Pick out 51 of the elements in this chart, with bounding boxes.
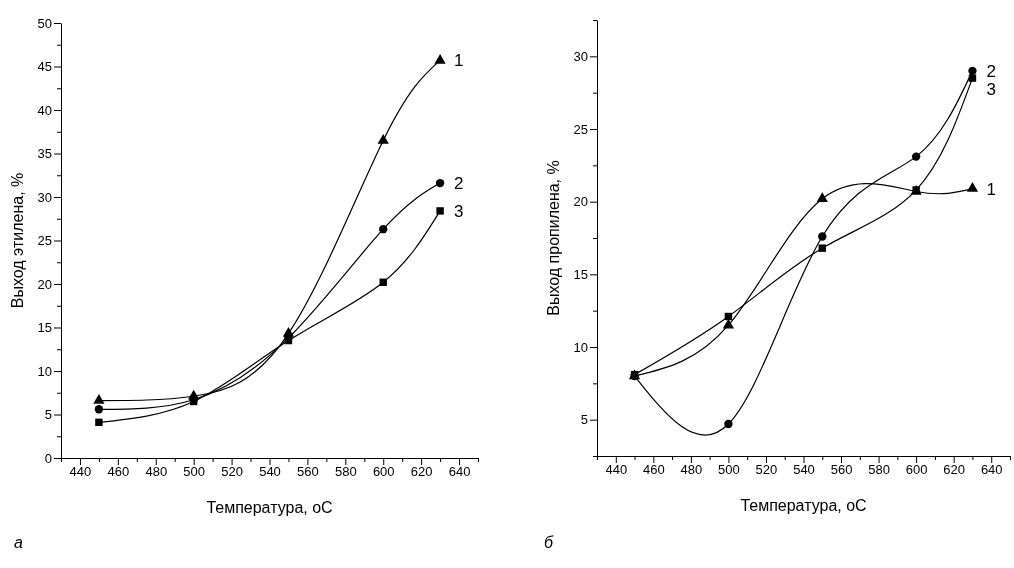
x-tick-label: 540	[793, 462, 815, 478]
x-tick-label: 440	[69, 464, 92, 480]
x-tick-label: 620	[943, 462, 966, 478]
x-tick-label: 540	[259, 464, 281, 480]
y-axis-title: Выход пропилена, %	[545, 160, 562, 316]
y-tick-label: 45	[37, 59, 52, 75]
x-tick-label: 500	[718, 462, 740, 478]
y-tick-label: 20	[37, 276, 52, 292]
y-tick-label: 10	[37, 363, 52, 379]
y-tick-label: 35	[37, 146, 52, 162]
x-axis-title: Температура, оС	[740, 497, 867, 514]
x-tick-label: 580	[334, 464, 357, 480]
y-axis-title: Выход этилена, %	[9, 172, 26, 309]
y-tick-label: 30	[573, 48, 588, 64]
series-label: 3	[454, 201, 464, 221]
y-tick-label: 20	[573, 194, 588, 210]
series-label: 1	[986, 179, 996, 199]
x-tick-label: 520	[221, 464, 243, 480]
x-tick-label: 460	[107, 464, 130, 480]
x-tick-label: 460	[642, 462, 665, 478]
series-label: 3	[986, 79, 996, 99]
y-tick-label: 5	[580, 412, 588, 428]
y-tick-label: 25	[37, 233, 52, 249]
x-tick-label: 600	[372, 464, 395, 480]
series-label: 1	[454, 51, 464, 71]
x-tick-label: 560	[297, 464, 319, 480]
x-axis-title: Температура, оС	[206, 499, 333, 516]
x-tick-label: 580	[868, 462, 890, 478]
text: а	[14, 534, 23, 551]
y-tick-label: 15	[37, 320, 52, 336]
text: б	[544, 534, 554, 551]
x-tick-label: 640	[448, 464, 471, 480]
y-tick-label: 10	[573, 339, 588, 355]
y-tick-label: 0	[44, 450, 52, 466]
x-tick-label: 520	[755, 462, 778, 478]
y-tick-label: 15	[573, 266, 588, 282]
y-tick-label: 40	[37, 102, 52, 118]
x-tick-label: 480	[145, 464, 168, 480]
y-tick-label: 50	[37, 15, 52, 31]
series-label: 2	[454, 174, 464, 194]
series-label: 2	[986, 61, 996, 81]
x-tick-label: 440	[605, 462, 628, 478]
x-tick-label: 620	[410, 464, 433, 480]
x-tick-label: 600	[905, 462, 928, 478]
y-tick-label: 30	[37, 189, 52, 205]
x-tick-label: 640	[980, 462, 1003, 478]
y-tick-label: 5	[44, 407, 52, 423]
y-tick-label: 25	[573, 121, 588, 137]
x-tick-label: 560	[830, 462, 853, 478]
x-tick-label: 480	[680, 462, 703, 478]
x-tick-label: 500	[183, 464, 206, 480]
